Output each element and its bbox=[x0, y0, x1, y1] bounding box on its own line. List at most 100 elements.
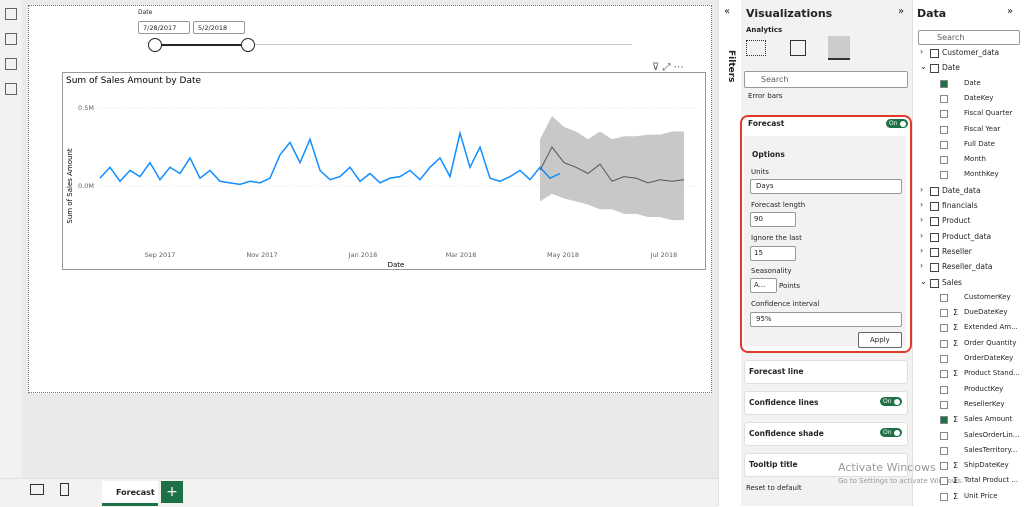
chevron[interactable]: › bbox=[920, 245, 924, 255]
checkbox[interactable] bbox=[940, 339, 948, 348]
visual-header-icons[interactable]: ⊽ ⤢ ⋯ bbox=[652, 62, 684, 73]
mobile-view[interactable] bbox=[60, 483, 69, 496]
filters-label[interactable]: Filters bbox=[726, 50, 736, 83]
section-card[interactable] bbox=[744, 453, 908, 477]
field-name[interactable]: Date bbox=[964, 78, 981, 87]
checkbox[interactable] bbox=[940, 416, 948, 425]
checkbox[interactable] bbox=[940, 355, 948, 363]
checkbox[interactable] bbox=[940, 140, 948, 149]
checkbox[interactable] bbox=[940, 94, 948, 103]
checkbox[interactable] bbox=[940, 125, 948, 134]
table-name[interactable]: financials bbox=[942, 201, 978, 210]
slider-handle[interactable] bbox=[241, 38, 255, 52]
checkbox[interactable] bbox=[940, 477, 948, 486]
checkbox[interactable] bbox=[940, 309, 948, 318]
checkbox[interactable] bbox=[940, 110, 948, 119]
field-name[interactable]: Month bbox=[964, 155, 986, 164]
field-name[interactable]: Product Stand... bbox=[964, 369, 1020, 378]
checkbox[interactable] bbox=[940, 446, 948, 455]
analytics-icon[interactable] bbox=[828, 36, 850, 60]
field-name[interactable]: OrderDateKey bbox=[964, 354, 1014, 362]
error-bars[interactable]: Error bars bbox=[748, 92, 783, 100]
field-name[interactable]: Order Quantity bbox=[964, 338, 1017, 347]
chevron[interactable]: › bbox=[920, 261, 924, 271]
field-name[interactable]: ResellerKey bbox=[964, 399, 1005, 408]
field-name[interactable]: ProductKey bbox=[964, 384, 1004, 393]
chevron[interactable]: › bbox=[920, 215, 924, 225]
toggle[interactable]: On bbox=[880, 397, 902, 406]
model-icon[interactable] bbox=[5, 58, 17, 70]
viz-search[interactable]: Search bbox=[744, 71, 908, 88]
checkbox[interactable] bbox=[940, 385, 948, 394]
checkbox[interactable] bbox=[940, 462, 948, 471]
field-name[interactable]: Total Product ... bbox=[964, 476, 1019, 485]
ignore-label: Ignore the last bbox=[751, 234, 802, 242]
field-name[interactable]: Extended Am... bbox=[964, 323, 1018, 332]
checkbox[interactable] bbox=[940, 370, 948, 379]
field-name[interactable]: Fiscal Year bbox=[964, 124, 1001, 133]
desktop-view[interactable] bbox=[30, 484, 44, 495]
slider-handle[interactable] bbox=[148, 38, 162, 52]
page-tab[interactable]: Forecast bbox=[102, 481, 158, 506]
start-date[interactable]: 7/28/2017 bbox=[138, 21, 190, 34]
checkbox[interactable] bbox=[940, 324, 948, 333]
table-name[interactable]: Reseller_data bbox=[942, 262, 993, 272]
ci-dropdown[interactable]: 95% bbox=[750, 312, 902, 327]
chevron[interactable]: ⌄ bbox=[920, 276, 927, 286]
seasonality-input[interactable]: A... bbox=[750, 278, 777, 293]
options-title[interactable]: Options bbox=[752, 150, 785, 159]
apply-button[interactable]: Apply bbox=[858, 332, 902, 348]
field-name[interactable]: Fiscal Quarter bbox=[964, 109, 1013, 118]
chevron[interactable]: ⌄ bbox=[920, 62, 927, 72]
end-date[interactable]: 5/2/2018 bbox=[193, 21, 245, 34]
table-name[interactable]: Sales bbox=[942, 277, 962, 287]
forecast-title[interactable]: Forecast bbox=[748, 119, 785, 128]
field-name[interactable]: SalesOrderLin... bbox=[964, 430, 1020, 439]
table-name[interactable]: Product_data bbox=[942, 231, 992, 241]
field-name[interactable]: SalesTerritory... bbox=[964, 445, 1018, 454]
checkbox[interactable] bbox=[940, 431, 948, 440]
field-name[interactable]: MonthKey bbox=[964, 170, 999, 179]
field-name[interactable]: Full Date bbox=[964, 139, 995, 148]
data-search[interactable]: Search bbox=[918, 30, 1020, 45]
build-icon[interactable] bbox=[746, 40, 766, 56]
forecast-line bbox=[539, 146, 685, 184]
table-name[interactable]: Customer_data bbox=[942, 48, 1000, 57]
report-icon[interactable] bbox=[5, 8, 17, 20]
table-icon[interactable] bbox=[5, 33, 17, 45]
checkbox[interactable] bbox=[940, 171, 948, 180]
ignore-input[interactable]: 15 bbox=[750, 246, 796, 261]
field-name[interactable]: DateKey bbox=[964, 93, 994, 102]
format-icon[interactable] bbox=[790, 40, 806, 56]
reset-default[interactable]: Reset to default bbox=[746, 484, 802, 492]
add-page[interactable]: + bbox=[161, 481, 183, 503]
checkbox[interactable] bbox=[940, 79, 948, 88]
field-name[interactable]: DueDateKey bbox=[964, 308, 1008, 317]
checkbox[interactable] bbox=[940, 400, 948, 409]
collapse-icon[interactable]: « bbox=[724, 6, 731, 17]
table-name[interactable]: Date bbox=[942, 63, 960, 73]
checkbox[interactable] bbox=[940, 156, 948, 165]
field-name[interactable]: ShipDateKey bbox=[964, 461, 1009, 470]
table-name[interactable]: Reseller bbox=[942, 246, 972, 256]
chevron[interactable]: › bbox=[920, 47, 924, 56]
section-card[interactable] bbox=[744, 360, 908, 384]
chevron[interactable]: › bbox=[920, 230, 924, 240]
toggle[interactable]: On bbox=[880, 428, 902, 437]
left-nav bbox=[0, 0, 23, 506]
table-name[interactable]: Date_data bbox=[942, 185, 981, 195]
table-name[interactable]: Product bbox=[942, 216, 971, 226]
dax-icon[interactable] bbox=[5, 83, 17, 95]
chevron[interactable]: › bbox=[920, 184, 924, 194]
expand-icon[interactable]: » bbox=[898, 6, 905, 17]
chevron[interactable]: › bbox=[920, 200, 924, 209]
field-name[interactable]: Unit Price bbox=[964, 491, 998, 500]
field-name[interactable]: Sales Amount bbox=[964, 415, 1013, 424]
units-dropdown[interactable]: Days bbox=[750, 179, 902, 194]
checkbox[interactable] bbox=[940, 293, 948, 302]
field-name[interactable]: CustomerKey bbox=[964, 292, 1011, 301]
expand-icon[interactable]: » bbox=[1007, 6, 1014, 17]
length-input[interactable]: 90 bbox=[750, 212, 796, 227]
toggle[interactable]: On bbox=[886, 119, 908, 128]
checkbox[interactable] bbox=[940, 492, 948, 501]
